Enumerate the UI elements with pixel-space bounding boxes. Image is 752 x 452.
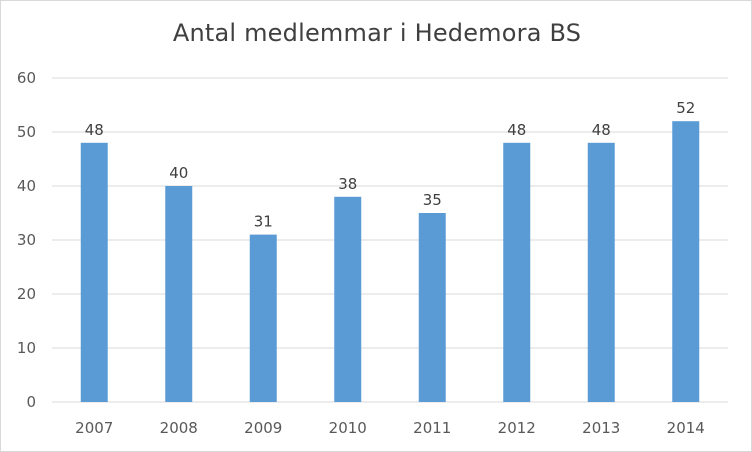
- bar: [587, 142, 615, 403]
- bar: [503, 142, 531, 403]
- y-tick-label: 0: [26, 393, 36, 411]
- bar: [334, 196, 362, 402]
- bar: [249, 234, 277, 402]
- bars: [80, 121, 700, 403]
- data-label: 48: [85, 121, 104, 139]
- bar: [80, 142, 108, 403]
- bar: [165, 186, 193, 402]
- y-tick-label: 20: [17, 285, 36, 303]
- y-tick-label: 30: [17, 231, 36, 249]
- data-label: 40: [169, 164, 188, 182]
- gridlines: [52, 77, 728, 403]
- y-tick-label: 10: [17, 339, 36, 357]
- data-label: 35: [423, 191, 442, 209]
- y-axis-ticks: 0 10 20 30 40 50 60: [17, 69, 36, 411]
- x-tick-label: 2008: [160, 419, 198, 437]
- data-label: 31: [254, 213, 273, 231]
- y-tick-label: 40: [17, 177, 36, 195]
- data-label: 48: [507, 121, 526, 139]
- bar: [672, 121, 700, 402]
- x-tick-label: 2014: [667, 419, 705, 437]
- data-label: 52: [676, 99, 695, 117]
- x-tick-label: 2009: [244, 419, 282, 437]
- y-tick-label: 50: [17, 123, 36, 141]
- data-label: 48: [592, 121, 611, 139]
- x-tick-label: 2007: [75, 419, 113, 437]
- x-tick-label: 2010: [329, 419, 367, 437]
- x-axis-ticks: 2007 2008 2009 2010 2011 2012 2013 2014: [75, 419, 705, 437]
- x-tick-label: 2011: [413, 419, 451, 437]
- chart-title: Antal medlemmar i Hedemora BS: [172, 19, 582, 47]
- x-tick-label: 2013: [582, 419, 620, 437]
- bar: [418, 213, 446, 402]
- data-label: 38: [338, 175, 357, 193]
- data-labels: 48 40 31 38 35 48 48 52: [85, 99, 696, 230]
- x-tick-label: 2012: [498, 419, 536, 437]
- y-tick-label: 60: [17, 69, 36, 87]
